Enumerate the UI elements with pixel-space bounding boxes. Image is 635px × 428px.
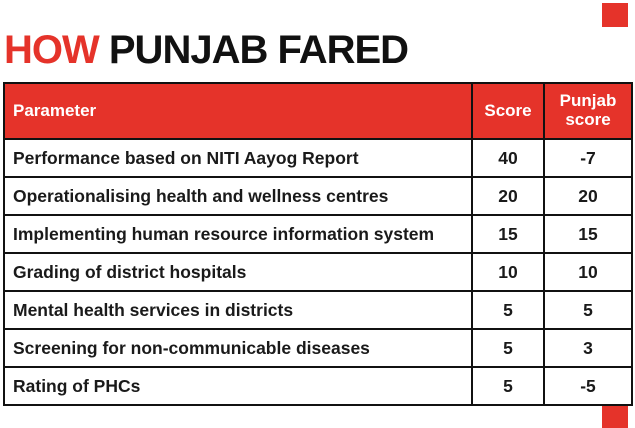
table-row: Performance based on NITI Aayog Report 4… <box>3 138 633 178</box>
parameter-cell: Performance based on NITI Aayog Report <box>3 138 473 178</box>
score-cell: 5 <box>471 290 545 330</box>
red-corner-decoration-top <box>602 3 628 27</box>
punjab-score-cell: 3 <box>543 328 633 368</box>
page-title-rest: PUNJAB FARED <box>98 28 409 72</box>
page-title-red-word: HOW <box>4 28 100 72</box>
parameter-cell: Implementing human resource information … <box>3 214 473 254</box>
red-corner-decoration-bottom <box>602 404 628 428</box>
score-cell: 5 <box>471 328 545 368</box>
punjab-score-cell: 5 <box>543 290 633 330</box>
score-cell: 15 <box>471 214 545 254</box>
column-header-punjab-score: Punjab score <box>543 82 633 140</box>
punjab-score-cell: 15 <box>543 214 633 254</box>
punjab-score-cell: 10 <box>543 252 633 292</box>
parameter-cell: Rating of PHCs <box>3 366 473 406</box>
score-cell: 20 <box>471 176 545 216</box>
scores-table: Parameter Score Punjab score Performance… <box>3 82 633 406</box>
punjab-score-cell: 20 <box>543 176 633 216</box>
score-cell: 5 <box>471 366 545 406</box>
table-row: Grading of district hospitals 10 10 <box>3 252 633 292</box>
table-row: Screening for non-communicable diseases … <box>3 328 633 368</box>
table-row: Implementing human resource information … <box>3 214 633 254</box>
table-row: Rating of PHCs 5 -5 <box>3 366 633 406</box>
parameter-cell: Operationalising health and wellness cen… <box>3 176 473 216</box>
table-row: Mental health services in districts 5 5 <box>3 290 633 330</box>
column-header-parameter: Parameter <box>3 82 473 140</box>
page-title: HOW PUNJAB FARED <box>4 28 409 73</box>
parameter-cell: Grading of district hospitals <box>3 252 473 292</box>
table-row: Operationalising health and wellness cen… <box>3 176 633 216</box>
punjab-score-cell: -5 <box>543 366 633 406</box>
score-cell: 10 <box>471 252 545 292</box>
punjab-score-cell: -7 <box>543 138 633 178</box>
score-cell: 40 <box>471 138 545 178</box>
parameter-cell: Screening for non-communicable diseases <box>3 328 473 368</box>
parameter-cell: Mental health services in districts <box>3 290 473 330</box>
column-header-score: Score <box>471 82 545 140</box>
table-header-row: Parameter Score Punjab score <box>3 82 633 140</box>
